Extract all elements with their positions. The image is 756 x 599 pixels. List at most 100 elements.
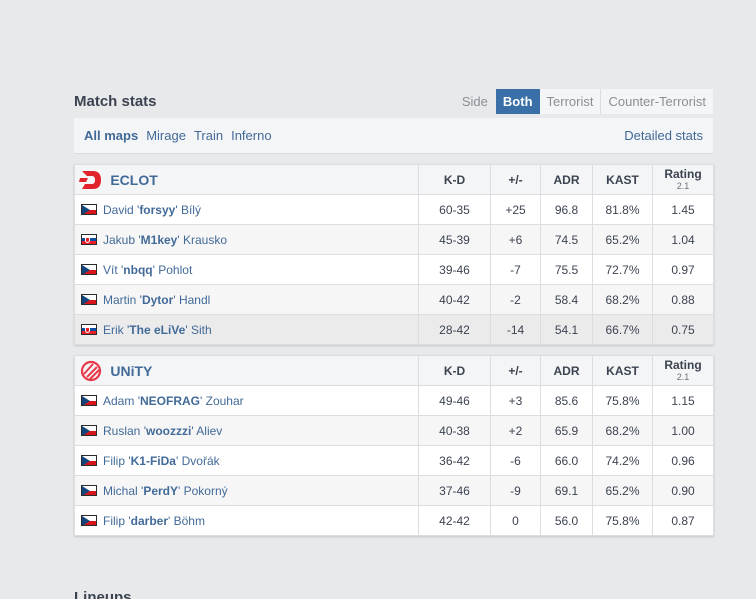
tab-all-maps[interactable]: All maps	[84, 128, 139, 143]
team-header-row: ECLOT K-D +/- ADR KAST Rating 2.1	[74, 164, 714, 195]
player-last-name: Handl	[178, 292, 211, 307]
kd-value: 40-42	[418, 284, 491, 315]
player-row: Jakub 'M1key' Krausko 45-39 +6 74.5 65.2% 1.0…	[74, 224, 714, 255]
rating-value: 0.90	[652, 475, 714, 506]
rating-value: 0.75	[652, 314, 714, 345]
kast-value: 81.8%	[592, 194, 653, 225]
side-both-button[interactable]: Both	[495, 88, 540, 114]
rating-value: 1.15	[652, 385, 714, 416]
tab-train[interactable]: Train	[193, 128, 224, 143]
rating-value: 0.97	[652, 254, 714, 285]
player-name-link[interactable]: Filip 'darber' Böhm	[103, 513, 205, 528]
adr-value: 74.5	[540, 224, 593, 255]
plusminus-value: 0	[490, 505, 541, 536]
side-terrorist-button[interactable]: Terrorist	[539, 88, 601, 114]
plusminus-value: -14	[490, 314, 541, 345]
team-name-cell[interactable]: UNiTY	[74, 355, 419, 386]
player-name-link[interactable]: David 'forsyy' Bílý	[103, 202, 201, 217]
player-name-link[interactable]: Martin 'Dytor' Handl	[103, 292, 211, 307]
player-nickname: NEOFRAG	[139, 393, 200, 408]
kast-value: 75.8%	[592, 385, 653, 416]
rating-value: 1.45	[652, 194, 714, 225]
player-nickname: M1key	[140, 232, 178, 247]
player-row: Vít 'nbqq' Pohlot 39-46 -7 75.5 72.7% 0.97	[74, 254, 714, 285]
player-name-link[interactable]: Michal 'PerdY' Pokorný	[103, 483, 228, 498]
kast-value: 66.7%	[592, 314, 653, 345]
adr-header: ADR	[540, 355, 593, 386]
adr-value: 69.1	[540, 475, 593, 506]
player-row: Michal 'PerdY' Pokorný 37-46 -9 69.1 65.2% 0.…	[74, 475, 714, 506]
rating-version: 2.1	[676, 371, 690, 382]
kd-value: 45-39	[418, 224, 491, 255]
player-nickname: nbqq	[123, 262, 153, 277]
kd-value: 60-35	[418, 194, 491, 225]
kd-value: 39-46	[418, 254, 491, 285]
rating-value: 1.00	[652, 415, 714, 446]
player-name-link[interactable]: Adam 'NEOFRAG' Zouhar	[103, 393, 244, 408]
map-filter-bar: All maps Mirage Train Inferno Detailed s…	[74, 118, 713, 154]
player-row: Adam 'NEOFRAG' Zouhar 49-46 +3 85.6 75.8% 1.1…	[74, 385, 714, 416]
player-name-link[interactable]: Filip 'K1-FiDa' Dvořák	[103, 453, 220, 468]
kast-value: 68.2%	[592, 284, 653, 315]
team-name[interactable]: UNiTY	[110, 362, 153, 379]
player-name-link[interactable]: Vít 'nbqq' Pohlot	[103, 262, 193, 277]
side-ct-button[interactable]: Counter-Terrorist	[600, 88, 713, 114]
player-nickname: Dytor	[141, 292, 174, 307]
rating-value: 0.88	[652, 284, 714, 315]
player-cell: Filip 'darber' Böhm	[74, 505, 419, 536]
player-cell: Ruslan 'woozzzi' Aliev	[74, 415, 419, 446]
czech-flag-icon	[81, 485, 97, 497]
player-first-name: Ruslan	[103, 423, 141, 438]
kd-value: 49-46	[418, 385, 491, 416]
player-row: Martin 'Dytor' Handl 40-42 -2 58.4 68.2% 0.88	[74, 284, 714, 315]
player-row: Filip 'K1-FiDa' Dvořák 36-42 -6 66.0 74.2% 0.…	[74, 445, 714, 476]
eclot-logo-icon	[79, 169, 103, 191]
kast-value: 68.2%	[592, 415, 653, 446]
player-last-name: Sith	[190, 322, 212, 337]
player-cell: Filip 'K1-FiDa' Dvořák	[74, 445, 419, 476]
side-switch: Side Both Terrorist Counter-Terrorist	[462, 88, 713, 114]
player-last-name: Dvořák	[181, 453, 220, 468]
rating-label: Rating	[664, 166, 702, 181]
player-cell: Michal 'PerdY' Pokorný	[74, 475, 419, 506]
plusminus-value: +25	[490, 194, 541, 225]
kast-header: KAST	[592, 355, 653, 386]
player-name-link[interactable]: Erik 'The eLiVe' Sith	[103, 322, 212, 337]
kd-value: 28-42	[418, 314, 491, 345]
player-cell: Martin 'Dytor' Handl	[74, 284, 419, 315]
team-stats-table: ECLOT K-D +/- ADR KAST Rating 2.1 David …	[74, 164, 714, 345]
czech-flag-icon	[81, 264, 97, 276]
rating-header: Rating 2.1	[652, 355, 714, 386]
detailed-stats-link[interactable]: Detailed stats	[624, 128, 703, 143]
adr-value: 75.5	[540, 254, 593, 285]
rating-label: Rating	[664, 357, 702, 372]
adr-value: 56.0	[540, 505, 593, 536]
player-name-link[interactable]: Jakub 'M1key' Krausko	[103, 232, 228, 247]
player-last-name: Zouhar	[205, 393, 244, 408]
team-name-cell[interactable]: ECLOT	[74, 164, 419, 195]
kast-value: 74.2%	[592, 445, 653, 476]
player-name-link[interactable]: Ruslan 'woozzzi' Aliev	[103, 423, 223, 438]
player-rows: David 'forsyy' Bílý 60-35 +25 96.8 81.8% 1.45…	[74, 194, 714, 345]
player-nickname: forsyy	[139, 202, 176, 217]
rating-value: 1.04	[652, 224, 714, 255]
player-cell: David 'forsyy' Bílý	[74, 194, 419, 225]
czech-flag-icon	[81, 515, 97, 527]
kd-value: 37-46	[418, 475, 491, 506]
plusminus-header: +/-	[490, 355, 541, 386]
kast-value: 72.7%	[592, 254, 653, 285]
player-first-name: Filip	[103, 513, 126, 528]
lineups-heading: Lineups	[74, 589, 132, 599]
plusminus-value: +3	[490, 385, 541, 416]
team-header-row: UNiTY K-D +/- ADR KAST Rating 2.1	[74, 355, 714, 386]
player-nickname: darber	[130, 513, 168, 528]
czech-flag-icon	[81, 455, 97, 467]
team-name[interactable]: ECLOT	[110, 171, 158, 188]
tab-mirage[interactable]: Mirage	[146, 128, 186, 143]
player-first-name: Jakub	[103, 232, 136, 247]
adr-value: 85.6	[540, 385, 593, 416]
czech-flag-icon	[81, 425, 97, 437]
player-last-name: Bílý	[180, 202, 201, 217]
kd-header: K-D	[418, 355, 491, 386]
tab-inferno[interactable]: Inferno	[231, 128, 272, 143]
